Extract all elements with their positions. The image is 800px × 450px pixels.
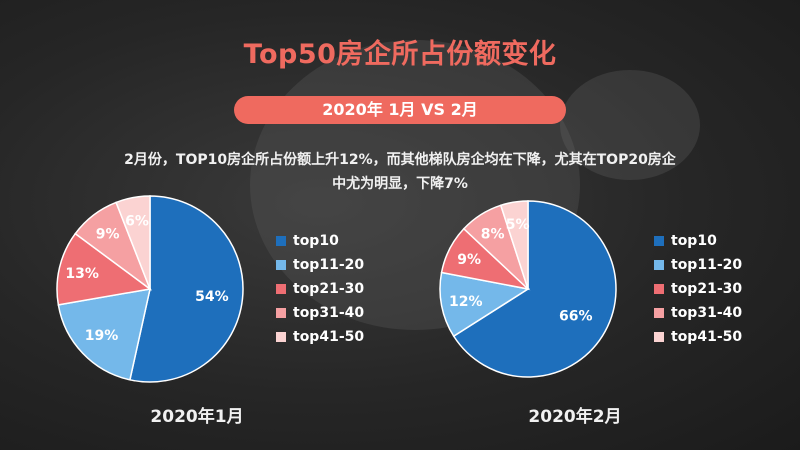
legend-item: top21-30 xyxy=(276,277,364,301)
legend-label: top21-30 xyxy=(293,281,365,297)
legend-item: top11-20 xyxy=(654,253,742,277)
legend-swatch xyxy=(654,308,664,318)
legend-label: top11-20 xyxy=(293,257,365,273)
pie-label-february-top21-30: 9% xyxy=(457,252,481,268)
pie-slice-february-top11-20 xyxy=(439,271,531,338)
legend-label: top41-50 xyxy=(671,329,743,345)
legend-label: top10 xyxy=(671,233,717,249)
pie-label-february-top31-40: 8% xyxy=(481,226,505,242)
pie-label-january-top21-30: 13% xyxy=(65,266,99,282)
legend-swatch xyxy=(654,236,664,246)
legend-swatch xyxy=(276,284,286,294)
legend-label: top21-30 xyxy=(671,281,743,297)
description-text: 2月份，TOP10房企所占份额上升12%，而其他梯队房企均在下降，尤其在TOP2… xyxy=(62,148,738,196)
chart-caption-february: 2020年2月 xyxy=(528,407,622,427)
legend-swatch xyxy=(276,308,286,318)
pie-slice-january-top21-30 xyxy=(56,232,152,306)
pie-slice-january-top41-50 xyxy=(115,195,151,290)
legend-item: top41-50 xyxy=(654,325,742,349)
pie-label-january-top10: 54% xyxy=(195,289,229,305)
legend-item: top31-40 xyxy=(276,301,364,325)
description-line: 2月份，TOP10房企所占份额上升12%，而其他梯队房企均在下降，尤其在TOP2… xyxy=(124,152,676,168)
legend-swatch xyxy=(276,236,286,246)
legend-label: top41-50 xyxy=(293,329,365,345)
legend-item: top10 xyxy=(654,229,742,253)
legend-item: top10 xyxy=(276,229,364,253)
pie-label-january-top41-50: 6% xyxy=(125,213,149,229)
pie-label-february-top10: 66% xyxy=(559,308,593,324)
pie-label-january-top11-20: 19% xyxy=(85,328,119,344)
page-title: Top50房企所占份额变化 xyxy=(243,39,557,70)
pie-slice-february-top41-50 xyxy=(499,200,529,290)
pie-slice-january-top11-20 xyxy=(57,288,151,381)
legend-swatch xyxy=(276,332,286,342)
pie-slice-february-top10 xyxy=(452,200,617,378)
legend-item: top21-30 xyxy=(654,277,742,301)
legend-item: top31-40 xyxy=(654,301,742,325)
pie-label-january-top31-40: 9% xyxy=(96,227,120,243)
legend-label: top31-40 xyxy=(293,305,365,321)
legend-swatch xyxy=(654,260,664,270)
legend-label: top31-40 xyxy=(671,305,743,321)
legend-february: top10 top11-20 top21-30 top31-40 top41-50 xyxy=(654,229,742,349)
legend-item: top11-20 xyxy=(276,253,364,277)
chart-caption-january: 2020年1月 xyxy=(150,407,244,427)
legend-label: top10 xyxy=(293,233,339,249)
comparison-badge: 2020年 1月 VS 2月 xyxy=(234,96,566,124)
legend-swatch xyxy=(276,260,286,270)
pie-label-february-top11-20: 12% xyxy=(449,294,483,310)
legend-swatch xyxy=(654,332,664,342)
legend-january: top10 top11-20 top21-30 top31-40 top41-50 xyxy=(276,229,364,349)
pie-label-february-top41-50: 5% xyxy=(506,217,530,233)
legend-label: top11-20 xyxy=(671,257,743,273)
legend-item: top41-50 xyxy=(276,325,364,349)
description-line: 中尤为明显，下降7% xyxy=(332,176,468,192)
legend-swatch xyxy=(654,284,664,294)
pie-slice-january-top10 xyxy=(129,195,244,383)
